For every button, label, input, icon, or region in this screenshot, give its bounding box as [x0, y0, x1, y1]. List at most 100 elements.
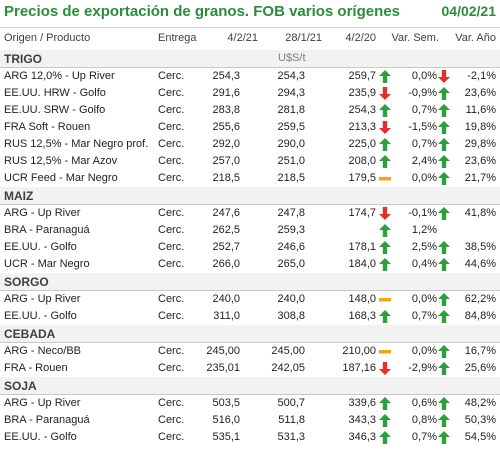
delivery-cell: Cerc. — [158, 293, 185, 305]
weekly-up-icon — [379, 414, 391, 427]
table-row: EE.UU. - Golfo Cerc. 311,0 308,8 168,3 0,7% 84… — [0, 308, 500, 325]
weekly-change: -0,9% — [408, 87, 437, 99]
delivery-cell: Cerc. — [158, 138, 185, 150]
price-date-1: 291,6 — [212, 87, 240, 99]
price-date-2: 245,00 — [271, 345, 305, 357]
price-date-3: 235,9 — [348, 87, 376, 99]
price-date-3: 178,1 — [348, 241, 376, 253]
price-date-1: 535,1 — [212, 431, 240, 443]
delivery-cell: Cerc. — [158, 155, 185, 167]
table-row: EE.UU. - Golfo Cerc. 535,1 531,3 346,3 0,7% 54… — [0, 429, 500, 446]
weekly-change: -2,9% — [408, 362, 437, 374]
yearly-up-icon — [438, 397, 450, 410]
yearly-change: 54,5% — [464, 431, 496, 443]
section-label: SOJA — [4, 379, 37, 393]
section-label: MAIZ — [4, 189, 34, 203]
price-date-2: 242,05 — [271, 362, 305, 374]
table-header: Precios de exportación de granos. FOB va… — [0, 0, 500, 27]
price-date-3: 210,00 — [342, 345, 376, 357]
weekly-up-icon — [379, 104, 391, 117]
table-row: EE.UU. SRW - Golfo Cerc. 283,8 281,8 254,3 0,… — [0, 102, 500, 119]
price-date-3: 343,3 — [348, 414, 376, 426]
weekly-down-icon — [379, 207, 391, 220]
weekly-up-icon — [379, 310, 391, 323]
product-cell: ARG - Up River — [4, 397, 81, 409]
col-date-3: 4/2/20 — [345, 32, 376, 44]
section-header: TRIGO U$S/t — [0, 50, 500, 68]
page-title: Precios de exportación de granos. FOB va… — [4, 3, 400, 20]
price-date-1: 503,5 — [212, 397, 240, 409]
delivery-cell: Cerc. — [158, 345, 185, 357]
price-date-3: 213,3 — [348, 121, 376, 133]
weekly-up-icon — [379, 224, 391, 237]
table-row: ARG - Up River Cerc. 247,6 247,8 174,7 -0,1% 4… — [0, 205, 500, 222]
product-cell: EE.UU. - Golfo — [4, 431, 77, 443]
yearly-change: 44,6% — [464, 258, 496, 270]
price-date-2: 259,5 — [277, 121, 305, 133]
delivery-cell: Cerc. — [158, 414, 185, 426]
yearly-change: 16,7% — [464, 345, 496, 357]
yearly-change: 23,6% — [464, 87, 496, 99]
yearly-up-icon — [438, 345, 450, 358]
product-cell: EE.UU. HRW - Golfo — [4, 87, 106, 99]
yearly-up-icon — [438, 258, 450, 271]
table-row: UCR - Mar Negro Cerc. 266,0 265,0 184,0 0,4% 4… — [0, 256, 500, 273]
price-date-2: 251,0 — [277, 155, 305, 167]
price-date-2: 281,8 — [277, 104, 305, 116]
yearly-change: 62,2% — [464, 293, 496, 305]
weekly-down-icon — [379, 362, 391, 375]
price-date-3: 174,7 — [348, 207, 376, 219]
price-date-3: 208,0 — [348, 155, 376, 167]
price-date-2: 254,3 — [277, 70, 305, 82]
price-date-2: 531,3 — [277, 431, 305, 443]
table-row: RUS 12,5% - Mar Negro prof. Cerc. 292,0 290… — [0, 136, 500, 153]
price-date-3: 187,16 — [342, 362, 376, 374]
price-date-2: 290,0 — [277, 138, 305, 150]
product-cell: FRA - Rouen — [4, 362, 68, 374]
yearly-change: 23,6% — [464, 155, 496, 167]
product-cell: RUS 12,5% - Mar Negro prof. — [4, 138, 149, 150]
col-delivery: Entrega — [158, 32, 197, 44]
table-row: ARG - Up River Cerc. 240,0 240,0 148,0 0,0% 62… — [0, 291, 500, 308]
yearly-down-icon — [438, 70, 450, 83]
product-cell: ARG - Up River — [4, 207, 81, 219]
weekly-up-icon — [379, 241, 391, 254]
section-header: SOJA — [0, 377, 500, 395]
price-date-1: 235,01 — [206, 362, 240, 374]
yearly-up-icon — [438, 138, 450, 151]
price-date-3: 225,0 — [348, 138, 376, 150]
weekly-up-icon — [379, 258, 391, 271]
table-row: BRA - Paranaguá Cerc. 262,5 259,3 1,2% — [0, 222, 500, 239]
delivery-cell: Cerc. — [158, 207, 185, 219]
yearly-change: 25,6% — [464, 362, 496, 374]
yearly-up-icon — [438, 293, 450, 306]
yearly-up-icon — [438, 414, 450, 427]
section-unit: U$S/t — [278, 52, 306, 64]
weekly-up-icon — [379, 397, 391, 410]
table-row: UCR Feed - Mar Negro Cerc. 218,5 218,5 179,5… — [0, 170, 500, 187]
product-cell: UCR - Mar Negro — [4, 258, 90, 270]
weekly-up-icon — [379, 70, 391, 83]
yearly-change: 11,6% — [465, 104, 496, 116]
weekly-change: -0,1% — [408, 207, 437, 219]
yearly-up-icon — [438, 121, 450, 134]
product-cell: BRA - Paranaguá — [4, 224, 90, 236]
yearly-change: -2,1% — [467, 70, 496, 82]
delivery-cell: Cerc. — [158, 172, 185, 184]
delivery-cell: Cerc. — [158, 121, 185, 133]
price-date-1: 262,5 — [212, 224, 240, 236]
product-cell: ARG - Up River — [4, 293, 81, 305]
delivery-cell: Cerc. — [158, 241, 185, 253]
price-date-3: 179,5 — [348, 172, 376, 184]
yearly-change: 48,2% — [464, 397, 496, 409]
product-cell: EE.UU. - Golfo — [4, 241, 77, 253]
price-date-3: 259,7 — [348, 70, 376, 82]
section-header: SORGO — [0, 273, 500, 291]
price-date-1: 218,5 — [212, 172, 240, 184]
table-row: FRA - Rouen Cerc. 235,01 242,05 187,16 -2,9% 2… — [0, 360, 500, 377]
yearly-up-icon — [438, 241, 450, 254]
price-date-1: 266,0 — [212, 258, 240, 270]
yearly-change: 29,8% — [464, 138, 496, 150]
table-row: EE.UU. HRW - Golfo Cerc. 291,6 294,3 235,9 -0… — [0, 85, 500, 102]
